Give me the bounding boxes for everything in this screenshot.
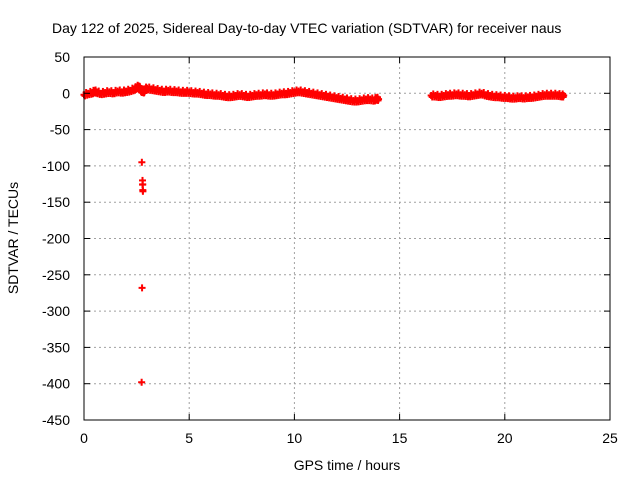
x-axis-label: GPS time / hours [294, 457, 401, 473]
y-axis-label: SDTVAR / TECUs [5, 182, 21, 294]
y-tick-label: 50 [54, 49, 70, 65]
data-point [375, 95, 383, 103]
y-tick-label: -250 [42, 267, 70, 283]
axis-ticks: 0 5 10 15 20 25 50 0 -50 -100 -150 -200 -250 -300 -350… [42, 49, 618, 446]
y-tick-label: -150 [42, 194, 70, 210]
data-point [139, 187, 147, 195]
chart-title: Day 122 of 2025, Sidereal Day-to-day VTE… [52, 20, 561, 36]
y-tick-label: -300 [42, 303, 70, 319]
x-tick-label: 15 [392, 430, 408, 446]
data-point [138, 158, 146, 166]
y-tick-label: -50 [50, 122, 70, 138]
x-tick-label: 25 [602, 430, 618, 446]
y-tick-label: -400 [42, 376, 70, 392]
data-point [560, 91, 568, 99]
plot-frame [83, 56, 611, 421]
x-tick-label: 0 [80, 430, 88, 446]
x-tick-label: 5 [185, 430, 193, 446]
data-point [138, 284, 146, 292]
data-point [138, 378, 146, 386]
y-tick-label: -450 [42, 412, 70, 428]
y-tick-label: -200 [42, 231, 70, 247]
y-tick-label: 0 [62, 85, 70, 101]
x-tick-label: 10 [287, 430, 303, 446]
x-tick-label: 20 [497, 430, 513, 446]
y-tick-label: -100 [42, 158, 70, 174]
y-tick-label: -350 [42, 339, 70, 355]
grid-layer [84, 57, 610, 420]
data-points [80, 81, 568, 386]
